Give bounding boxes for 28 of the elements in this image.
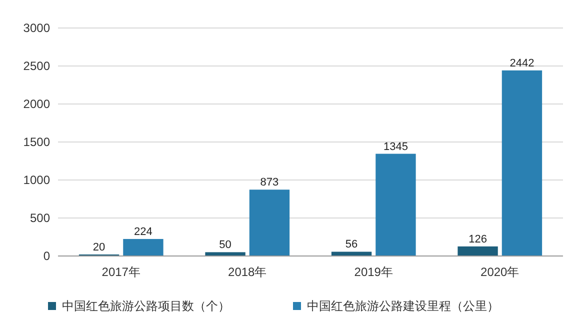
data-label: 56 — [345, 238, 358, 251]
bar — [502, 70, 542, 256]
data-label: 224 — [134, 226, 152, 238]
x-tick-label: 2020年 — [480, 265, 520, 279]
x-tick-label: 2019年 — [354, 265, 393, 279]
bar — [458, 246, 498, 256]
data-label: 50 — [219, 239, 232, 252]
y-tick-label: 1000 — [23, 173, 50, 187]
x-tick-label: 2017年 — [102, 265, 140, 279]
y-tick-label: 3000 — [23, 21, 50, 35]
bar — [249, 190, 290, 256]
data-label: 1345 — [383, 140, 408, 153]
bar — [376, 154, 416, 256]
data-label: 20 — [92, 241, 106, 254]
bar — [205, 252, 246, 256]
y-tick-label: 2500 — [23, 59, 50, 73]
y-tick-label: 500 — [30, 211, 50, 225]
bar — [123, 238, 164, 256]
data-label: 126 — [468, 233, 487, 246]
bar — [331, 252, 372, 256]
legend-label: 中国红色旅游公路建设里程（公里） — [307, 299, 499, 313]
data-label: 2442 — [510, 57, 534, 70]
data-label: 873 — [260, 176, 279, 189]
y-tick-label: 2000 — [23, 97, 50, 111]
y-tick-label: 1500 — [23, 135, 50, 149]
y-tick-label: 0 — [43, 249, 50, 263]
legend-label: 中国红色旅游公路项目数（个） — [62, 299, 230, 313]
x-tick-label: 2018年 — [228, 265, 267, 279]
